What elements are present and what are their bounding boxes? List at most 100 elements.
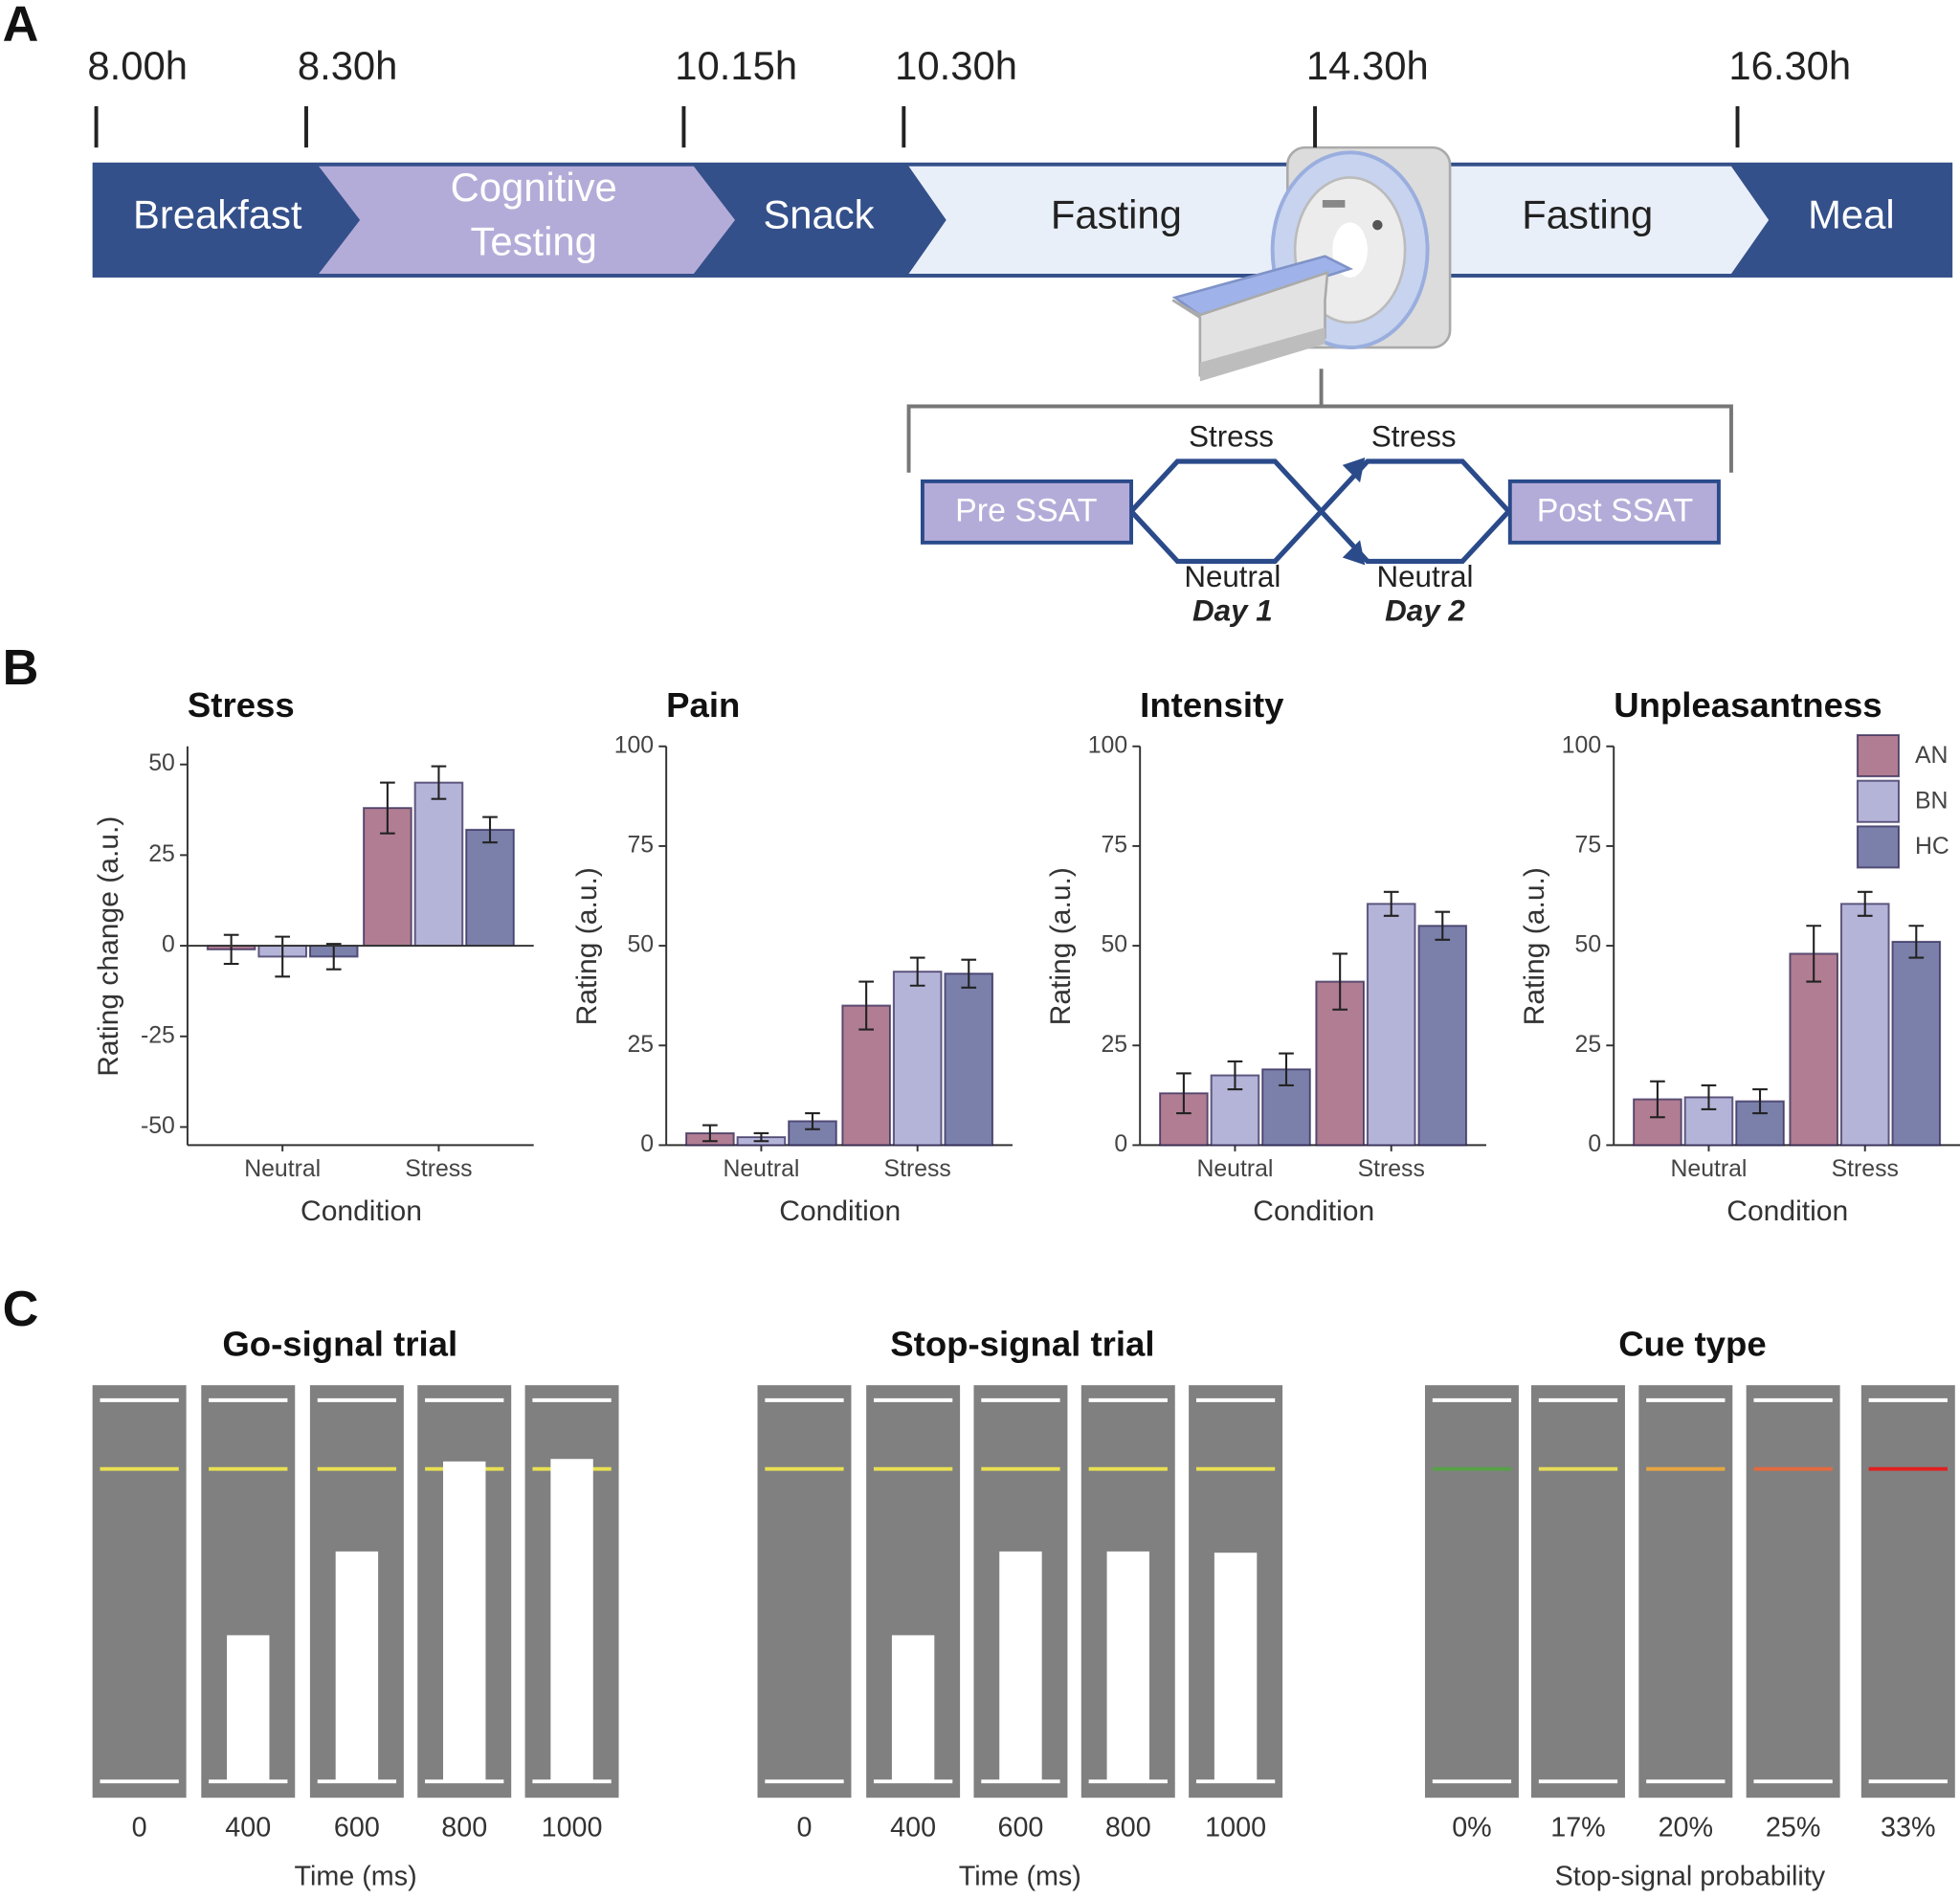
- y-tick-label: 50: [628, 932, 655, 958]
- mri-scanner: [1171, 145, 1452, 382]
- progress-bar: [227, 1635, 270, 1782]
- error-bar: [325, 943, 342, 971]
- pre-ssat-label: Pre SSAT: [955, 492, 1097, 528]
- x-axis-label: Condition: [301, 1195, 422, 1227]
- post-ssat-label: Post SSAT: [1537, 492, 1693, 528]
- x-tick-label: Neutral: [723, 1156, 799, 1182]
- progress-bar: [1214, 1553, 1258, 1782]
- y-tick-label: 75: [1575, 832, 1602, 858]
- bar: [413, 781, 464, 948]
- legend-swatch: [1856, 779, 1900, 823]
- stimulus-title: Stop-signal trial: [890, 1324, 1154, 1363]
- segment-label: Breakfast: [133, 191, 302, 236]
- stimulus-x-label: Time (ms): [295, 1861, 417, 1891]
- stimulus-tick-label: 800: [441, 1812, 487, 1843]
- bar: [1366, 903, 1416, 1147]
- chart-title: Unpleasantness: [1614, 685, 1882, 725]
- y-tick-label: 50: [1102, 932, 1128, 958]
- y-axis-label: Rating (a.u.): [1519, 867, 1550, 1025]
- stimulus-tick-label: 0: [796, 1812, 812, 1843]
- stimulus-tick-label: 1000: [1205, 1812, 1266, 1843]
- error-bar: [702, 1124, 718, 1143]
- y-axis-label: Rating change (a.u.): [93, 816, 124, 1077]
- panel-label: B: [3, 640, 39, 696]
- y-tick-label: 50: [148, 750, 175, 776]
- day-label: Day 1: [1192, 593, 1273, 627]
- x-axis-label: Condition: [1726, 1195, 1848, 1227]
- segment-label: Fasting: [1522, 191, 1653, 236]
- error-bar: [1383, 890, 1399, 917]
- y-tick-label: 50: [1575, 932, 1602, 958]
- bar: [1839, 903, 1890, 1147]
- y-tick-label: 0: [1588, 1131, 1601, 1157]
- error-bar: [1701, 1084, 1717, 1110]
- legend-label: HC: [1915, 834, 1949, 860]
- time-label: 10.30h: [895, 43, 1017, 88]
- error-bar: [1908, 925, 1925, 959]
- stimulus-panel: [1638, 1385, 1733, 1798]
- neutral-label: Neutral: [1184, 560, 1281, 593]
- legend-swatch: [1856, 825, 1900, 869]
- error-bar: [1227, 1060, 1243, 1091]
- stimulus-panel: [1424, 1385, 1519, 1798]
- error-bar: [858, 980, 874, 1031]
- stimulus-tick-label: 25%: [1766, 1812, 1820, 1843]
- x-tick-label: Stress: [1358, 1156, 1425, 1182]
- y-tick-label: 25: [1575, 1032, 1602, 1058]
- stimulus-tick-label: 1000: [542, 1812, 603, 1843]
- progress-bar: [999, 1551, 1042, 1782]
- stress-label: Stress: [1371, 420, 1457, 454]
- stimulus-tick-label: 0: [132, 1812, 147, 1843]
- time-label: 10.15h: [675, 43, 797, 88]
- error-bar: [1332, 952, 1348, 1011]
- stimulus-panel: [1531, 1385, 1625, 1798]
- stimulus-tick-label: 0%: [1452, 1812, 1492, 1843]
- mri-table: [1171, 270, 1329, 377]
- bracket-line: [906, 404, 1733, 473]
- panel-label: C: [3, 1282, 39, 1337]
- time-label: 14.30h: [1306, 43, 1429, 88]
- progress-bar: [443, 1461, 486, 1782]
- time-label: 16.30h: [1728, 43, 1851, 88]
- y-tick-label: -25: [141, 1022, 175, 1048]
- error-bar: [1650, 1080, 1665, 1119]
- stimulus-tick-label: 600: [334, 1812, 380, 1843]
- mri-detail: [1372, 219, 1383, 231]
- mri-detail: [1322, 199, 1346, 208]
- x-tick-label: Stress: [405, 1156, 472, 1182]
- y-tick-label: 75: [628, 832, 655, 858]
- ssat-bracket: [906, 369, 1733, 473]
- stimulus-panel: [92, 1385, 187, 1798]
- x-axis-label: Condition: [1253, 1195, 1374, 1227]
- cognitive-segment: [319, 166, 735, 275]
- x-tick-label: Stress: [1832, 1156, 1899, 1182]
- progress-bar: [335, 1551, 379, 1782]
- y-axis-label: Rating (a.u.): [1045, 867, 1077, 1025]
- stimulus-tick-label: 400: [890, 1812, 936, 1843]
- bar: [892, 971, 943, 1147]
- error-bar: [482, 815, 498, 844]
- x-tick-label: Stress: [884, 1156, 951, 1182]
- segment-label: Fasting: [1051, 191, 1182, 236]
- arrowhead: [1342, 458, 1366, 483]
- segment-label: Snack: [763, 191, 874, 236]
- y-tick-label: 100: [1088, 732, 1127, 758]
- y-tick-label: 25: [1102, 1032, 1128, 1058]
- y-tick-label: 100: [614, 732, 654, 758]
- y-tick-label: 25: [628, 1032, 655, 1058]
- panel-label: A: [3, 0, 39, 53]
- legend-label: BN: [1915, 788, 1948, 814]
- y-tick-label: 100: [1562, 732, 1601, 758]
- error-bar: [380, 781, 395, 835]
- pre-ssat-box: [920, 479, 1133, 545]
- arrowhead: [1342, 540, 1366, 566]
- segment-label: Meal: [1808, 191, 1895, 236]
- y-axis-label: Rating (a.u.): [571, 867, 603, 1025]
- progress-bar: [891, 1635, 935, 1782]
- error-bar: [1279, 1052, 1294, 1086]
- y-tick-label: 0: [162, 932, 175, 958]
- stimulus-tick-label: 17%: [1550, 1812, 1605, 1843]
- stress-label: Stress: [1189, 420, 1274, 454]
- y-tick-label: 0: [1114, 1131, 1127, 1157]
- stimulus-tick-label: 20%: [1659, 1812, 1713, 1843]
